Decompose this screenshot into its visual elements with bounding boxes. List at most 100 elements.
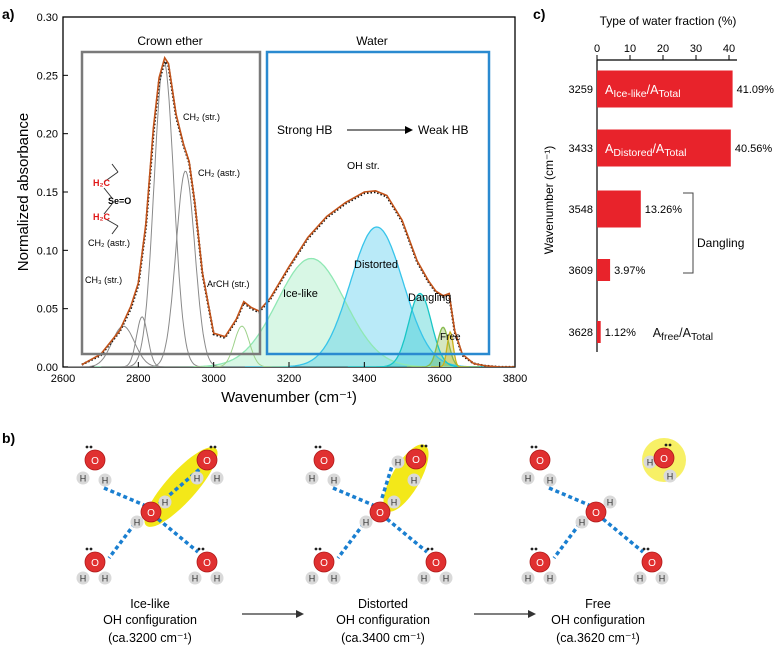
hydrogen-label: H bbox=[309, 574, 316, 584]
oxygen-atom bbox=[313, 551, 335, 573]
y-tick-label: 0.30 bbox=[37, 12, 58, 24]
component-curve-free-2 bbox=[430, 330, 470, 367]
component-fill-ice-like bbox=[94, 258, 515, 367]
hydrogen-bond bbox=[548, 486, 590, 507]
hydrogen-label: H bbox=[102, 476, 109, 486]
hydrogen-bond bbox=[385, 517, 429, 554]
oxygen-label: O bbox=[432, 558, 440, 569]
oxygen-atom bbox=[425, 551, 447, 573]
lone-pair-dot bbox=[318, 445, 322, 449]
y-axis-label: Normalized absorbance bbox=[15, 113, 32, 271]
component-curve-arch-str- bbox=[193, 325, 290, 367]
oxygen-label: O bbox=[536, 558, 544, 569]
hydrogen-label: H bbox=[547, 476, 554, 486]
bar-x-tick-label: 10 bbox=[624, 43, 636, 55]
panel-label-c: c) bbox=[533, 6, 545, 22]
hydrogen-atom bbox=[633, 571, 647, 585]
oxygen-label: O bbox=[660, 454, 668, 465]
hydrogen-atom bbox=[663, 469, 677, 483]
lone-pair-dot bbox=[213, 445, 217, 449]
lone-pair-dot bbox=[424, 444, 428, 448]
spectrum-chart: 2600 2800 3000 3200 3400 3600 3800 0.00 0.05 0.1… bbox=[15, 12, 527, 406]
bars: 3259 41.09% AIce-like/ATotal 3433 40.56% ADis… bbox=[569, 70, 774, 343]
bar-3628 bbox=[597, 321, 601, 343]
lone-pair-dot bbox=[209, 445, 213, 449]
bar-x-axis: 0 10 20 30 40 bbox=[594, 43, 735, 60]
arch-str-label: ArCH (str.) bbox=[207, 279, 250, 289]
component-curve-ch2-str- bbox=[101, 61, 226, 367]
ice-like-label: Ice-like bbox=[283, 288, 318, 300]
hydrogen-bond bbox=[601, 517, 645, 554]
hydrogen-atom bbox=[655, 571, 669, 585]
bar-x-tick-label: 20 bbox=[657, 43, 669, 55]
config-1-line1: Ice-like bbox=[130, 597, 170, 611]
lone-pair-dot bbox=[430, 547, 434, 551]
ch2-str-label: CH₂ (str.) bbox=[183, 112, 220, 122]
config-arrow-1-head bbox=[296, 610, 304, 618]
config-1-line2: OH configuration bbox=[103, 613, 197, 627]
lone-pair-dot bbox=[314, 547, 318, 551]
ch2-astr-mol-label: CH₂ (astr.) bbox=[88, 238, 130, 248]
oxygen-label: O bbox=[91, 456, 99, 467]
component-curve-dangling bbox=[347, 292, 493, 367]
hydrogen-atom bbox=[305, 571, 319, 585]
hydrogen-atom bbox=[327, 473, 341, 487]
lone-pair-dot bbox=[420, 444, 424, 448]
strong-hb-label: Strong HB bbox=[277, 123, 332, 137]
y-tick-label: 0.10 bbox=[37, 245, 58, 257]
hydrogen-label: H bbox=[579, 518, 586, 528]
bar-category-label: 3609 bbox=[569, 265, 593, 277]
mol-se-o: Se=O bbox=[108, 196, 131, 206]
hydrogen-label: H bbox=[80, 574, 87, 584]
hydrogen-atom bbox=[98, 473, 112, 487]
ch3-str-label: CH₃ (str.) bbox=[85, 275, 122, 285]
mol-bond-top-cap bbox=[111, 163, 119, 173]
mol-bond-se-bottom bbox=[103, 203, 113, 215]
lone-pair-dot bbox=[89, 445, 93, 449]
dangling-bracket bbox=[683, 192, 694, 274]
mol-bond-top bbox=[103, 171, 119, 183]
mol-h2c-bottom: H₂C bbox=[93, 212, 110, 222]
hydrogen-atom bbox=[407, 473, 421, 487]
y-tick-label: 0.00 bbox=[37, 362, 58, 374]
component-curve-ch3-str-b bbox=[105, 316, 179, 367]
selenoxide-molecule: H₂C Se=O H₂C bbox=[93, 163, 131, 235]
hydrogen-label: H bbox=[525, 474, 532, 484]
oxygen-label: O bbox=[203, 558, 211, 569]
mol-bond-bottom-cap bbox=[111, 225, 119, 235]
y-tick-label: 0.20 bbox=[37, 129, 58, 141]
oxygen-label: O bbox=[376, 508, 384, 519]
hydrogen-bond bbox=[156, 517, 200, 554]
hydrogen-atom bbox=[575, 515, 589, 529]
lone-pair-dot bbox=[530, 547, 534, 551]
oxygen-atom bbox=[84, 449, 106, 471]
oxygen-label: O bbox=[320, 456, 328, 467]
oxygen-atom bbox=[405, 448, 427, 470]
hydrogen-atom bbox=[210, 471, 224, 485]
hydrogen-atom bbox=[188, 571, 202, 585]
config-3-line1: Free bbox=[585, 597, 611, 611]
hydrogen-atom bbox=[98, 571, 112, 585]
config-2-line2: OH configuration bbox=[336, 613, 430, 627]
oxygen-label: O bbox=[592, 508, 600, 519]
component-curve-ch3-str- bbox=[63, 325, 196, 367]
panel-label-b: b) bbox=[2, 430, 15, 446]
lone-pair-dot bbox=[85, 547, 89, 551]
hydrogen-atom bbox=[305, 471, 319, 485]
bar-fraction-annotation: ADistored/ATotal bbox=[605, 142, 686, 159]
water-label: Water bbox=[356, 34, 388, 48]
lone-pair-dot bbox=[668, 443, 672, 447]
hydrogen-atom bbox=[210, 571, 224, 585]
hydrogen-atom bbox=[603, 495, 617, 509]
oxygen-label: O bbox=[147, 508, 155, 519]
hydrogen-label: H bbox=[194, 474, 201, 484]
x-axis-ticks: 2600 2800 3000 3200 3400 3600 3800 bbox=[51, 362, 527, 385]
y-tick-label: 0.05 bbox=[37, 304, 58, 316]
ch2-astr-label: CH₂ (astr.) bbox=[198, 168, 240, 178]
free-label: Free bbox=[440, 332, 461, 343]
